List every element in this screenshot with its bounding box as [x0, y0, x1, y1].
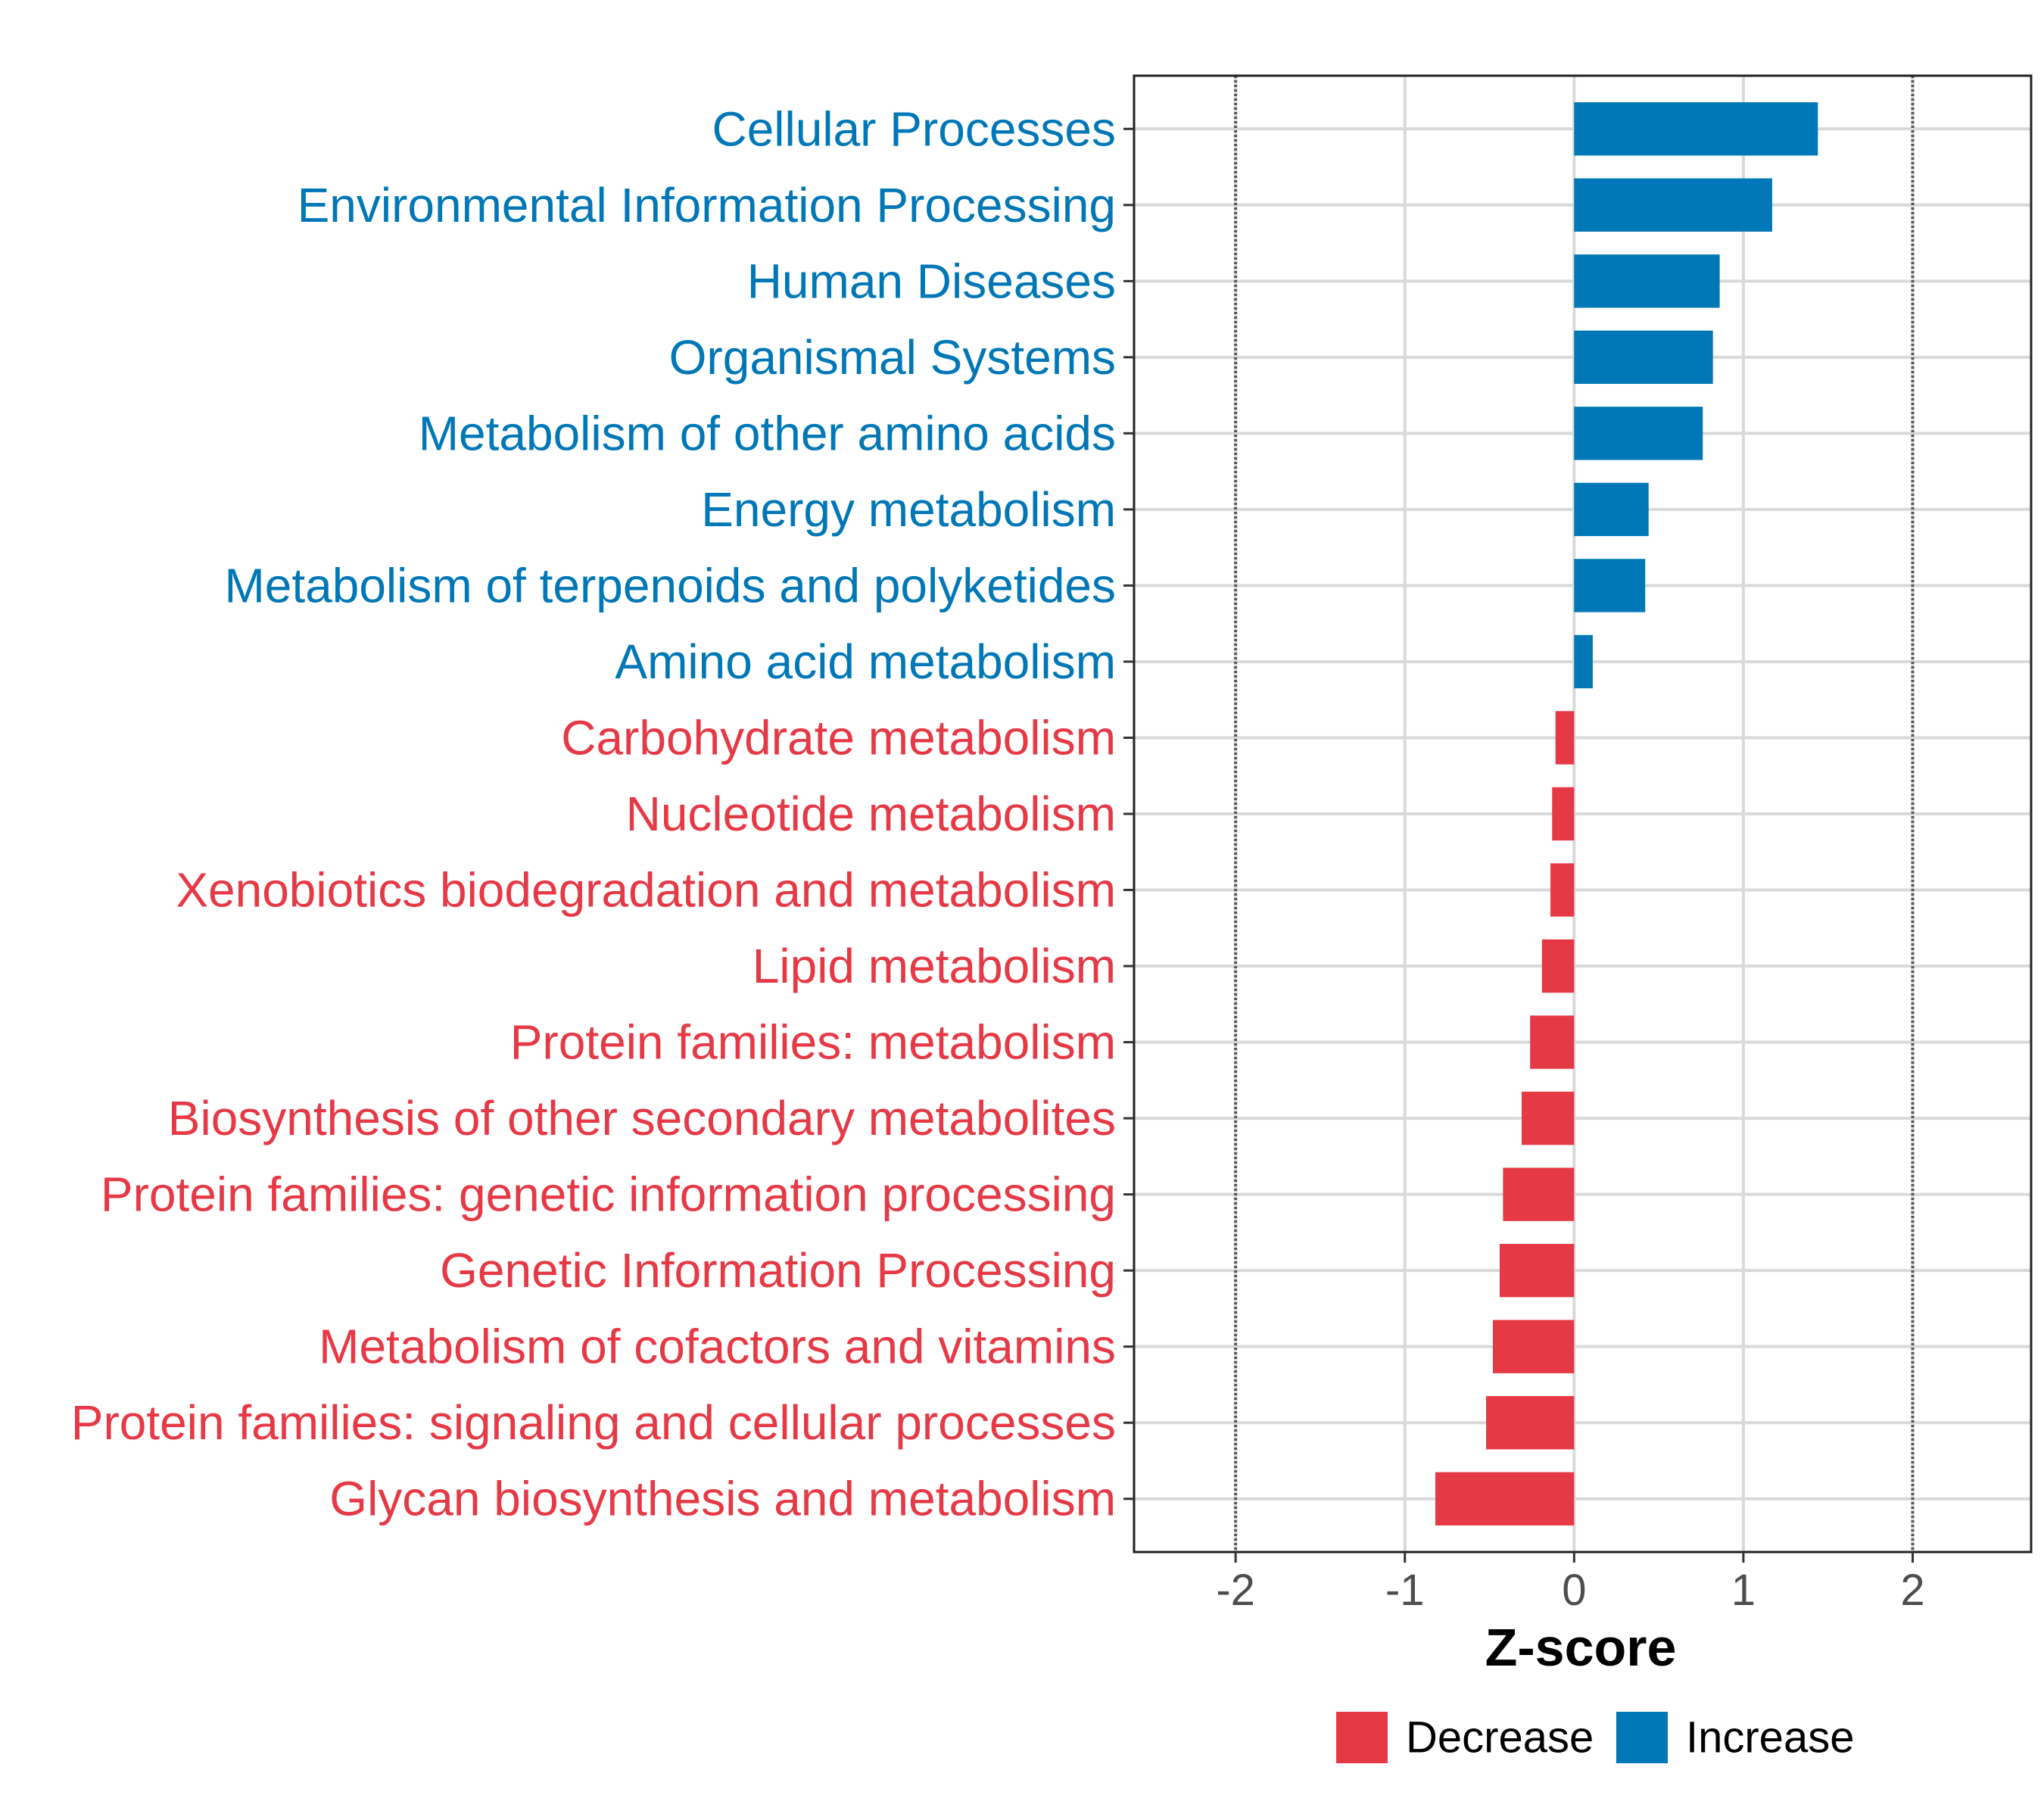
legend-label: Decrease	[1406, 1713, 1594, 1762]
bar	[1503, 1167, 1575, 1221]
category-label: Metabolism of terpenoids and polyketides	[224, 558, 1116, 612]
bar	[1435, 1472, 1575, 1526]
x-tick-label: 1	[1731, 1566, 1756, 1615]
bar	[1574, 178, 1772, 232]
category-label: Xenobiotics biodegradation and metabolis…	[176, 863, 1116, 918]
bar	[1574, 407, 1703, 460]
bar	[1552, 787, 1575, 841]
legend: Decrease Increase	[1336, 1712, 1854, 1763]
x-tick-label: -1	[1385, 1566, 1425, 1615]
bar	[1541, 939, 1575, 993]
category-label: Environmental Information Processing	[298, 178, 1116, 232]
category-label: Metabolism of cofactors and vitamins	[319, 1320, 1116, 1374]
category-label: Genetic Information Processing	[440, 1243, 1116, 1298]
x-tick-label: 2	[1900, 1566, 1924, 1615]
category-label: Metabolism of other amino acids	[419, 406, 1116, 460]
category-label: Cellular Processes	[712, 101, 1116, 156]
x-tick-label: 0	[1562, 1566, 1586, 1615]
bar	[1493, 1320, 1575, 1373]
category-label: Nucleotide metabolism	[626, 787, 1116, 841]
x-axis-ticks: -2 -1 0 1 2	[1216, 1552, 1925, 1615]
x-tick-label: -2	[1216, 1566, 1255, 1615]
category-label: Carbohydrate metabolism	[561, 710, 1116, 765]
category-label: Amino acid metabolism	[615, 634, 1116, 689]
x-axis-title: Z-score	[1485, 1618, 1677, 1677]
legend-label: Increase	[1686, 1713, 1854, 1762]
category-label: Biosynthesis of other secondary metaboli…	[168, 1091, 1116, 1145]
category-label: Human Diseases	[747, 254, 1116, 308]
bar	[1555, 711, 1575, 765]
category-label: Glycan biosynthesis and metabolism	[329, 1472, 1116, 1526]
bar	[1522, 1091, 1575, 1145]
bar	[1574, 559, 1646, 612]
bar	[1574, 330, 1713, 385]
bars	[1435, 102, 1818, 1526]
category-label: Organismal Systems	[669, 330, 1116, 385]
y-axis-ticks	[1123, 127, 1134, 1501]
bar	[1530, 1015, 1575, 1069]
bar	[1550, 863, 1575, 917]
category-label: Energy metabolism	[701, 482, 1116, 537]
bar	[1574, 102, 1818, 156]
category-labels: Cellular Processes Environmental Informat…	[71, 101, 1116, 1526]
category-label: Protein families: genetic information pr…	[101, 1167, 1116, 1222]
legend-swatch	[1336, 1712, 1388, 1763]
reference-lines	[1234, 76, 1915, 1552]
category-label: Protein families: signaling and cellular…	[71, 1395, 1116, 1450]
legend-swatch	[1616, 1712, 1668, 1763]
bar	[1574, 634, 1593, 689]
category-label: Protein families: metabolism	[510, 1015, 1116, 1070]
category-label: Lipid metabolism	[752, 939, 1116, 993]
bar	[1499, 1243, 1575, 1298]
bar	[1574, 482, 1649, 537]
bar	[1574, 254, 1720, 308]
bar	[1486, 1396, 1575, 1450]
